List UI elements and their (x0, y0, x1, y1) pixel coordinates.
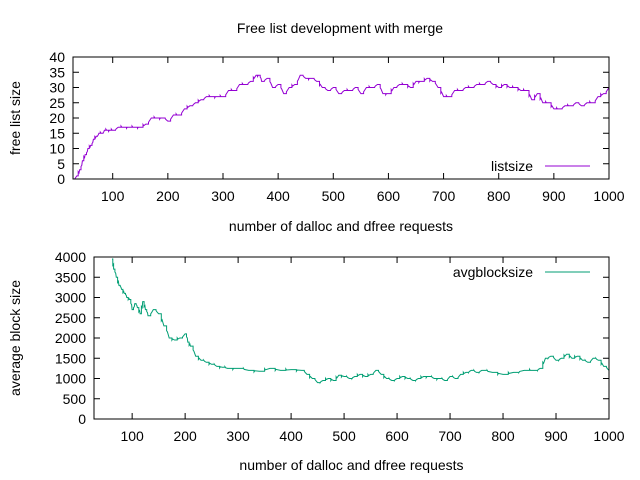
x-axis-title: number of dalloc and dfree requests (239, 457, 463, 473)
y-tick-label: 1500 (55, 350, 86, 366)
y-tick-label: 500 (63, 391, 87, 407)
plot-frame (72, 56, 610, 180)
plot-frame (93, 256, 610, 420)
y-tick-label: 25 (49, 95, 65, 111)
y-tick-label: 3000 (55, 290, 86, 306)
figure-title: Free list development with merge (237, 20, 443, 36)
x-tick-label: 800 (487, 188, 511, 204)
x-tick-label: 300 (226, 428, 250, 444)
x-tick-label: 600 (377, 188, 401, 204)
y-tick-label: 2500 (55, 310, 86, 326)
x-tick-label: 100 (120, 428, 144, 444)
x-tick-label: 1000 (593, 428, 624, 444)
x-tick-label: 900 (542, 188, 566, 204)
x-tick-label: 600 (385, 428, 409, 444)
x-tick-label: 500 (322, 188, 346, 204)
y-tick-label: 15 (49, 125, 65, 141)
y-tick-label: 2000 (55, 330, 86, 346)
panel-listsize: 100 200 300 400 500 600 700 800 900 1000 051015202… (7, 49, 625, 234)
panel-avgblocksize: 100 200 300 400 500 600 700 800 900 1000 0 500 1000 1… (7, 249, 625, 473)
y-axis-title: average block size (7, 280, 23, 396)
y-tick-label: 5 (57, 156, 65, 172)
y-tick-label: 0 (57, 171, 65, 187)
series-line-listsize (73, 74, 610, 180)
x-tick-label: 100 (101, 188, 125, 204)
x-tick-label: 1000 (593, 188, 624, 204)
y-tick-label: 4000 (55, 249, 86, 265)
y-tick-label: 40 (49, 49, 65, 65)
x-tick-label: 300 (211, 188, 235, 204)
y-tick-label: 20 (49, 110, 65, 126)
x-tick-label: 800 (491, 428, 515, 444)
x-tick-label: 200 (156, 188, 180, 204)
y-tick-label: 1000 (55, 371, 86, 387)
x-tick-label: 200 (173, 428, 197, 444)
legend-label: avgblocksize (453, 264, 533, 280)
x-axis-title: number of dalloc and dfree requests (229, 218, 453, 234)
legend-label: listsize (491, 158, 533, 174)
x-tick-label: 900 (544, 428, 568, 444)
x-tick-label: 400 (279, 428, 303, 444)
x-tick-label: 700 (432, 188, 456, 204)
y-tick-label: 30 (49, 80, 65, 96)
y-axis-title: free list size (7, 81, 23, 155)
y-tick-label: 3500 (55, 269, 86, 285)
x-tick-label: 400 (266, 188, 290, 204)
series-line-avgblocksize (112, 258, 610, 385)
y-tick-label: 35 (49, 64, 65, 80)
x-tick-label: 700 (438, 428, 462, 444)
x-tick-label: 500 (332, 428, 356, 444)
y-tick-label: 10 (49, 141, 65, 157)
y-tick-label: 0 (78, 411, 86, 427)
